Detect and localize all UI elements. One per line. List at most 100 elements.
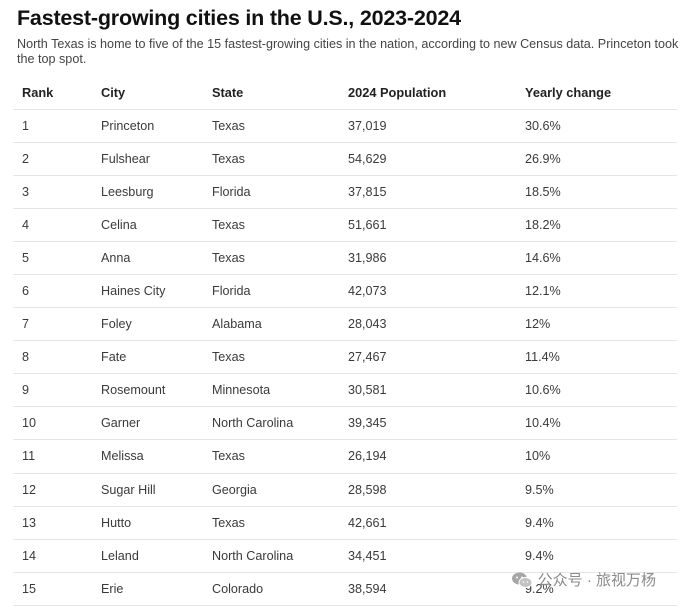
yearly-change-cell: 10% <box>525 449 551 464</box>
yearly-change-cell: 30.6% <box>525 118 561 133</box>
yearly-change-cell: 9.5% <box>525 482 554 497</box>
rank-cell: 15 <box>22 581 37 596</box>
table-row: 5 Anna Texas 31,986 14.6% <box>13 242 677 275</box>
state-cell: Texas <box>212 118 245 133</box>
city-cell: Celina <box>101 217 137 232</box>
rank-cell: 3 <box>22 184 30 199</box>
table-row: 12 Sugar Hill Georgia 28,598 9.5% <box>13 474 677 507</box>
yearly-change-cell: 9.2% <box>525 581 554 596</box>
city-cell: Leesburg <box>101 184 154 199</box>
population-cell: 34,451 <box>348 548 387 563</box>
population-cell: 38,594 <box>348 581 387 596</box>
rank-cell: 7 <box>22 317 30 332</box>
yearly-change-cell: 26.9% <box>525 151 561 166</box>
table-row: 2 Fulshear Texas 54,629 26.9% <box>13 143 677 176</box>
column-header-population: 2024 Population <box>348 85 447 100</box>
population-cell: 42,073 <box>348 283 387 298</box>
yearly-change-cell: 9.4% <box>525 515 554 530</box>
state-cell: North Carolina <box>212 548 294 563</box>
rank-cell: 13 <box>22 515 37 530</box>
watermark-text: 公众号 · 旅视万杨 <box>537 572 656 589</box>
rank-cell: 5 <box>22 250 30 265</box>
population-cell: 28,043 <box>348 317 387 332</box>
population-cell: 26,194 <box>348 449 387 464</box>
table-row: 4 Celina Texas 51,661 18.2% <box>13 209 677 242</box>
table-row: 14 Leland North Carolina 34,451 9.4% <box>13 540 677 573</box>
yearly-change-cell: 14.6% <box>525 250 561 265</box>
population-cell: 42,661 <box>348 515 387 530</box>
state-cell: Texas <box>212 250 245 265</box>
state-cell: Minnesota <box>212 383 271 398</box>
rank-cell: 11 <box>22 449 36 464</box>
population-cell: 31,986 <box>348 250 387 265</box>
city-cell: Foley <box>101 317 132 332</box>
rank-cell: 4 <box>22 217 30 232</box>
state-cell: Texas <box>212 151 245 166</box>
table-row: 3 Leesburg Florida 37,815 18.5% <box>13 176 677 209</box>
state-cell: Alabama <box>212 317 262 332</box>
yearly-change-cell: 18.2% <box>525 217 561 232</box>
state-cell: Colorado <box>212 581 264 596</box>
wechat-icon <box>511 572 533 588</box>
table-row: 6 Haines City Florida 42,073 12.1% <box>13 275 677 309</box>
state-cell: Florida <box>212 283 251 298</box>
table-row: 8 Fate Texas 27,467 11.4% <box>13 341 677 375</box>
state-cell: North Carolina <box>212 416 294 431</box>
rank-cell: 12 <box>22 482 37 497</box>
rank-cell: 1 <box>22 118 30 133</box>
yearly-change-cell: 11.4% <box>525 350 560 365</box>
state-cell: Texas <box>212 449 245 464</box>
city-cell: Anna <box>101 250 131 265</box>
population-cell: 37,019 <box>348 118 387 133</box>
city-cell: Sugar Hill <box>101 482 156 497</box>
city-cell: Haines City <box>101 283 166 298</box>
rank-cell: 8 <box>22 350 30 365</box>
city-cell: Melissa <box>101 449 144 464</box>
city-cell: Fulshear <box>101 151 150 166</box>
population-cell: 54,629 <box>348 151 387 166</box>
table-row: 9 Rosemount Minnesota 30,581 10.6% <box>13 374 677 408</box>
city-cell: Hutto <box>101 515 132 530</box>
table-row: 13 Hutto Texas 42,661 9.4% <box>13 507 677 540</box>
cities-table: Rank City State 2024 Population Yearly c… <box>13 76 677 606</box>
population-cell: 51,661 <box>348 217 387 232</box>
state-cell: Texas <box>212 217 245 232</box>
yearly-change-cell: 10.6% <box>525 383 561 398</box>
city-cell: Rosemount <box>101 383 166 398</box>
rank-cell: 2 <box>22 151 30 166</box>
column-header-city: City <box>101 85 126 100</box>
city-cell: Fate <box>101 350 127 365</box>
state-cell: Georgia <box>212 482 257 497</box>
rank-cell: 10 <box>22 416 37 431</box>
column-header-state: State <box>212 85 244 100</box>
population-cell: 30,581 <box>348 383 387 398</box>
population-cell: 37,815 <box>348 184 387 199</box>
city-cell: Erie <box>101 581 124 596</box>
chart-subtitle: North Texas is home to five of the 15 fa… <box>17 37 679 66</box>
table-row: 1 Princeton Texas 37,019 30.6% <box>13 110 677 143</box>
table-row: 7 Foley Alabama 28,043 12% <box>13 308 677 342</box>
population-cell: 28,598 <box>348 482 387 497</box>
rank-cell: 6 <box>22 283 30 298</box>
city-cell: Garner <box>101 416 141 431</box>
yearly-change-cell: 12.1% <box>525 283 561 298</box>
population-cell: 39,345 <box>348 416 387 431</box>
city-cell: Princeton <box>101 118 155 133</box>
state-cell: Texas <box>212 350 245 365</box>
yearly-change-cell: 10.4% <box>525 416 561 431</box>
state-cell: Texas <box>212 515 245 530</box>
population-cell: 27,467 <box>348 350 387 365</box>
yearly-change-cell: 12% <box>525 317 551 332</box>
chart-title: Fastest-growing cities in the U.S., 2023… <box>17 6 461 30</box>
state-cell: Florida <box>212 184 251 199</box>
watermark: 公众号 · 旅视万杨 <box>511 569 656 590</box>
rank-cell: 9 <box>22 383 30 398</box>
rank-cell: 14 <box>22 548 37 563</box>
table-row: 11 Melissa Texas 26,194 10% <box>13 440 677 474</box>
table-row: 10 Garner North Carolina 39,345 10.4% <box>13 407 677 441</box>
yearly-change-cell: 9.4% <box>525 548 554 563</box>
column-header-yearly-change: Yearly change <box>525 85 612 100</box>
yearly-change-cell: 18.5% <box>525 184 561 199</box>
city-cell: Leland <box>101 548 139 563</box>
table-row: 15 Erie Colorado 38,594 9.2% <box>13 573 677 606</box>
